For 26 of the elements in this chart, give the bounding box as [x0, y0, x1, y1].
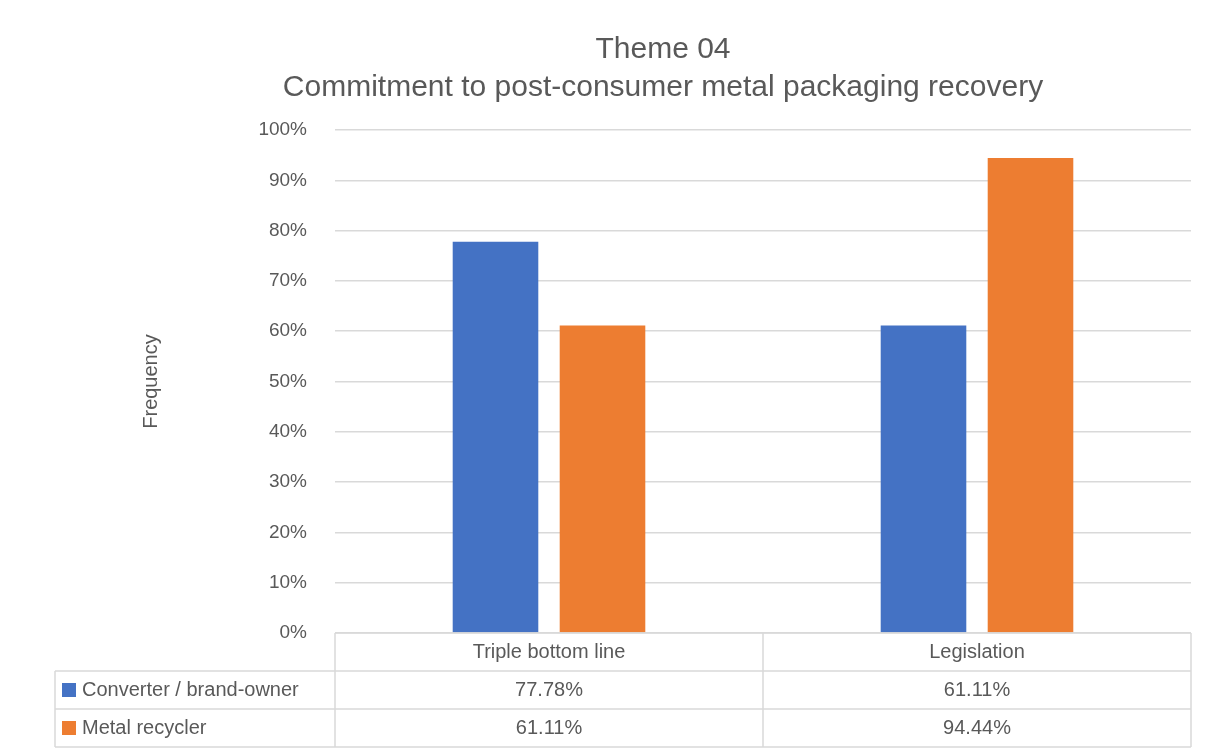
x-tick-label: Legislation: [929, 639, 1025, 662]
y-tick-label: 20%: [268, 520, 308, 542]
y-tick-label: 0%: [279, 621, 308, 643]
y-tick-label: 30%: [268, 470, 308, 492]
bar: [559, 325, 646, 633]
y-tick-label: 40%: [268, 420, 308, 442]
x-tick-label: Triple bottom line: [472, 639, 626, 662]
y-tick-label: 80%: [268, 218, 308, 240]
legend-label: Converter / brand-owner: [82, 677, 300, 700]
data-label: 61.11%: [943, 677, 1011, 700]
chart-subtitle: Commitment to post-consumer metal packaging recovery: [282, 69, 1044, 103]
y-tick-label: 50%: [268, 369, 308, 391]
bar: [452, 241, 539, 633]
data-label: 61.11%: [515, 715, 583, 738]
data-label: 77.78%: [515, 677, 584, 700]
y-tick-label: 90%: [268, 168, 308, 190]
chart-title: Theme 04: [595, 31, 731, 65]
y-tick-label: 60%: [268, 319, 308, 341]
y-axis-title: Frequency: [138, 334, 161, 429]
y-tick-label: 10%: [268, 570, 308, 592]
bar: [987, 157, 1074, 633]
data-label: 94.44%: [943, 715, 1012, 738]
y-tick-label: 70%: [268, 269, 308, 291]
bar: [880, 325, 967, 633]
y-tick-label: 100%: [258, 118, 308, 140]
legend-label: Metal recycler: [82, 715, 207, 738]
